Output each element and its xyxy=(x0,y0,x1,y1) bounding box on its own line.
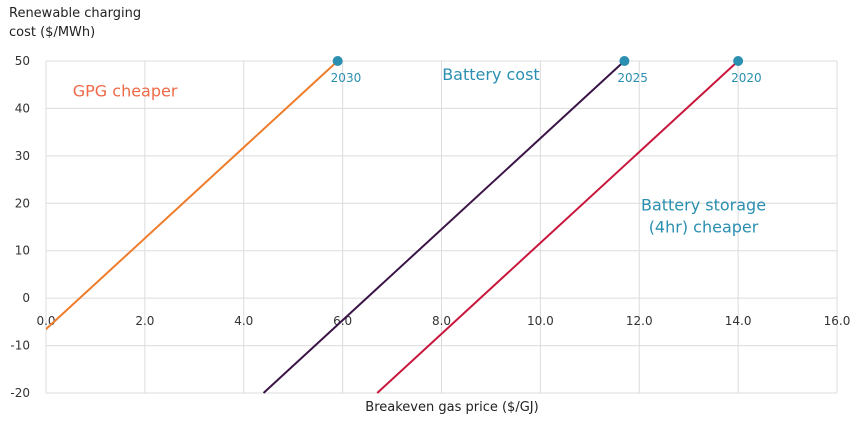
series-line-2020 xyxy=(376,60,739,394)
marker-point-2025 xyxy=(619,56,630,66)
marker-label-2025: 2025 xyxy=(617,71,648,85)
marker-label-2020: 2020 xyxy=(731,71,762,85)
x-tick-label: 14.0 xyxy=(725,314,752,328)
x-tick-label: 8.0 xyxy=(432,314,451,328)
series-line-2030 xyxy=(46,60,339,331)
annotation-text: Battery storage xyxy=(641,195,766,214)
y-tick-label: -10 xyxy=(10,339,30,353)
marker-label-2030: 2030 xyxy=(331,71,362,85)
y-tick-label: 30 xyxy=(15,149,30,163)
annotation-text: (4hr) cheaper xyxy=(649,217,759,236)
x-tick-label: 10.0 xyxy=(527,314,554,328)
x-tick-label: 4.0 xyxy=(234,314,253,328)
y-tick-label: 10 xyxy=(15,244,30,258)
marker-point-2030 xyxy=(332,56,343,66)
y-axis-title-line-1: Renewable charging xyxy=(9,6,142,21)
y-tick-label: -20 xyxy=(10,386,30,400)
y-axis-title: Renewable charging cost ($/MWh) xyxy=(9,4,141,42)
x-tick-label: 0.0 xyxy=(36,314,55,328)
y-tick-label: 50 xyxy=(15,54,30,68)
y-tick-label: 20 xyxy=(15,196,30,210)
y-axis-title-line-2: cost ($/MWh) xyxy=(9,25,96,40)
annotation-text: GPG cheaper xyxy=(73,82,178,101)
marker-point-2020 xyxy=(733,56,744,66)
x-tick-label: 16.0 xyxy=(824,314,851,328)
y-tick-label: 0 xyxy=(22,291,30,305)
annotation-text: Battery cost xyxy=(442,65,540,84)
x-tick-label: 12.0 xyxy=(626,314,653,328)
x-tick-label: 2.0 xyxy=(135,314,154,328)
series-line-2025 xyxy=(262,60,626,394)
x-axis-title: Breakeven gas price ($/GJ) xyxy=(365,400,539,415)
y-tick-label: 40 xyxy=(15,101,30,115)
